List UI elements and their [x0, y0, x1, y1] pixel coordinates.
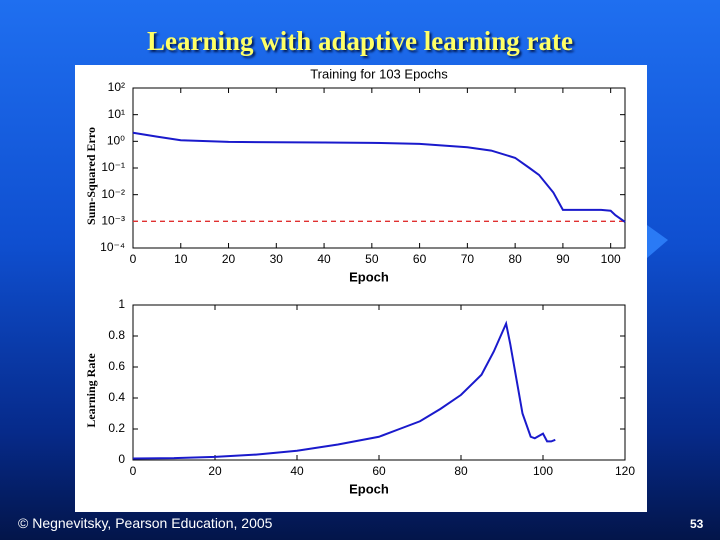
y-tick-label: 10⁻⁴ [100, 240, 125, 254]
x-tick-label: 40 [317, 252, 331, 266]
x-axis-label: Epoch [349, 481, 389, 496]
x-tick-label: 50 [365, 252, 379, 266]
x-tick-label: 60 [372, 464, 386, 478]
x-tick-label: 100 [601, 252, 621, 266]
y-tick-label: 10⁰ [107, 134, 125, 148]
y-tick-label: 10⁻¹ [101, 160, 125, 174]
y-tick-label: 1 [118, 297, 125, 311]
y-tick-label: 10⁻² [101, 187, 125, 201]
x-tick-label: 40 [290, 464, 304, 478]
x-tick-label: 0 [130, 464, 137, 478]
y-tick-label: 10¹ [108, 107, 125, 121]
y-tick-label: 10² [108, 80, 125, 94]
y-tick-label: 0.6 [108, 359, 125, 373]
page-number: 53 [690, 517, 704, 531]
x-tick-label: 20 [222, 252, 236, 266]
data-line [132, 131, 626, 223]
slide-title: Learning with adaptive learning rate [147, 26, 573, 56]
y-tick-label: 0.2 [108, 421, 125, 435]
x-tick-label: 80 [508, 252, 522, 266]
footer: © Negnevitsky, Pearson Education, 2005 [18, 515, 273, 531]
x-tick-label: 20 [208, 464, 222, 478]
y-axis-label: Sum-Squared Erro [84, 127, 98, 225]
decoration [647, 225, 668, 258]
x-tick-label: 0 [130, 252, 137, 266]
data-line [132, 320, 556, 460]
x-tick-label: 90 [556, 252, 570, 266]
x-tick-label: 10 [174, 252, 188, 266]
y-tick-label: 0.8 [108, 328, 125, 342]
x-tick-label: 30 [270, 252, 284, 266]
y-tick-label: 0 [118, 452, 125, 466]
y-tick-label: 0.4 [108, 390, 125, 404]
x-tick-label: 60 [413, 252, 427, 266]
panel-background [75, 65, 647, 512]
x-tick-label: 70 [461, 252, 475, 266]
x-axis-label: Epoch [349, 269, 389, 284]
x-tick-label: 100 [533, 464, 553, 478]
y-tick-label: 10⁻³ [101, 214, 125, 228]
y-axis-label: Learning Rate [84, 353, 98, 428]
x-tick-label: 80 [454, 464, 468, 478]
x-tick-label: 120 [615, 464, 635, 478]
chart-title: Training for 103 Epochs [310, 66, 448, 81]
